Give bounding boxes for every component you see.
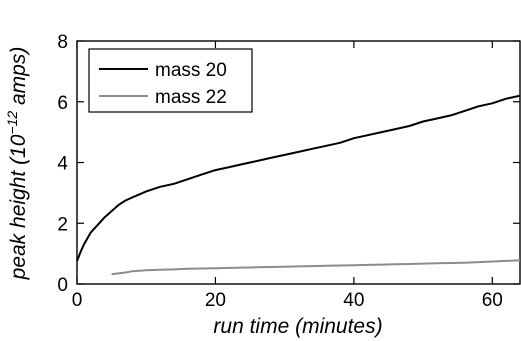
x-tick-label: 40	[343, 290, 364, 311]
series-layer	[76, 94, 521, 276]
y-tick-label: 0	[57, 275, 68, 296]
y-axis-title-exponent: −12	[4, 111, 20, 135]
x-tick-label: 0	[72, 290, 83, 311]
series-line-mass-22	[111, 259, 521, 276]
x-axis-title: run time (minutes)	[213, 315, 382, 338]
y-axis-title-main: peak height (10	[7, 134, 30, 280]
y-axis-title-unit: amps)	[7, 47, 30, 111]
legend: mass 20 mass 22	[88, 48, 253, 113]
y-tick-label: 4	[57, 154, 68, 175]
legend-label-mass-20: mass 20	[155, 60, 227, 81]
y-tick-label: 2	[57, 214, 68, 235]
legend-label-mass-22: mass 22	[155, 87, 227, 108]
y-tick-label: 8	[57, 32, 68, 53]
y-axis-title: peak height (10−12 amps)	[4, 47, 30, 281]
legend-box	[88, 48, 253, 113]
axis-ticks: 0 20 40 60 0 2 4 6 8	[57, 32, 520, 311]
x-tick-label: 60	[482, 290, 503, 311]
series-line-mass-20	[76, 94, 521, 262]
y-tick-label: 6	[57, 93, 68, 114]
x-tick-label: 20	[205, 290, 226, 311]
